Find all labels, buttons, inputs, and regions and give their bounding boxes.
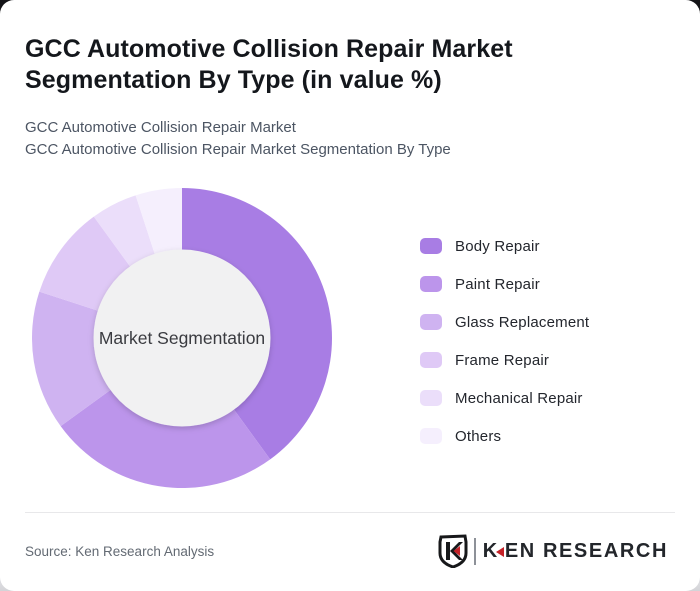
legend-item-body-repair: Body Repair — [420, 237, 589, 255]
legend-label: Others — [455, 427, 502, 445]
legend-label: Frame Repair — [455, 351, 550, 369]
legend-label: Glass Replacement — [455, 313, 590, 331]
legend-swatch — [420, 276, 442, 292]
legend-swatch — [420, 352, 442, 368]
legend-item-frame-repair: Frame Repair — [420, 351, 589, 369]
donut-chart-svg: Market Segmentation — [31, 188, 332, 488]
legend-label: Body Repair — [455, 237, 540, 255]
source-text: Source: Ken Research Analysis — [25, 543, 215, 559]
legend-swatch — [420, 238, 442, 254]
legend-swatch — [420, 314, 442, 330]
legend-item-mechanical-repair: Mechanical Repair — [420, 389, 589, 407]
logo-wordmark: K EN RESEARCH — [483, 540, 668, 563]
red-triangle-icon — [495, 546, 504, 557]
legend-item-paint-repair: Paint Repair — [420, 275, 589, 293]
ken-research-logo: K EN RESEARCH — [438, 534, 668, 568]
divider — [25, 512, 675, 513]
legend-swatch — [420, 428, 442, 444]
ken-research-shield-icon — [438, 534, 468, 568]
legend-item-others: Others — [420, 427, 589, 445]
logo-rest-text: EN RESEARCH — [504, 539, 668, 562]
subtitle-line-2: GCC Automotive Collision Repair Market S… — [25, 141, 451, 158]
chart-area: Market Segmentation Body Repair Paint Rep… — [25, 188, 675, 488]
donut-hole — [93, 249, 271, 427]
legend-label: Paint Repair — [455, 275, 540, 293]
chart-title: GCC Automotive Collision Repair Market S… — [25, 35, 513, 94]
subtitle-block: GCC Automotive Collision Repair Market G… — [25, 117, 675, 161]
legend: Body Repair Paint Repair Glass Replacement… — [420, 188, 589, 466]
footer: Source: Ken Research Analysis K EN RESEAR… — [25, 513, 675, 568]
donut-chart: Market Segmentation — [31, 188, 332, 488]
legend-label: Mechanical Repair — [455, 389, 583, 407]
legend-item-glass-replacement: Glass Replacement — [420, 313, 590, 331]
donut-center-label: Market Segmentation — [99, 328, 265, 348]
subtitle-line-1: GCC Automotive Collision Repair Market — [25, 119, 296, 136]
legend-swatch — [420, 390, 442, 406]
logo-divider — [473, 537, 476, 565]
logo-letter-k: K — [482, 539, 499, 562]
